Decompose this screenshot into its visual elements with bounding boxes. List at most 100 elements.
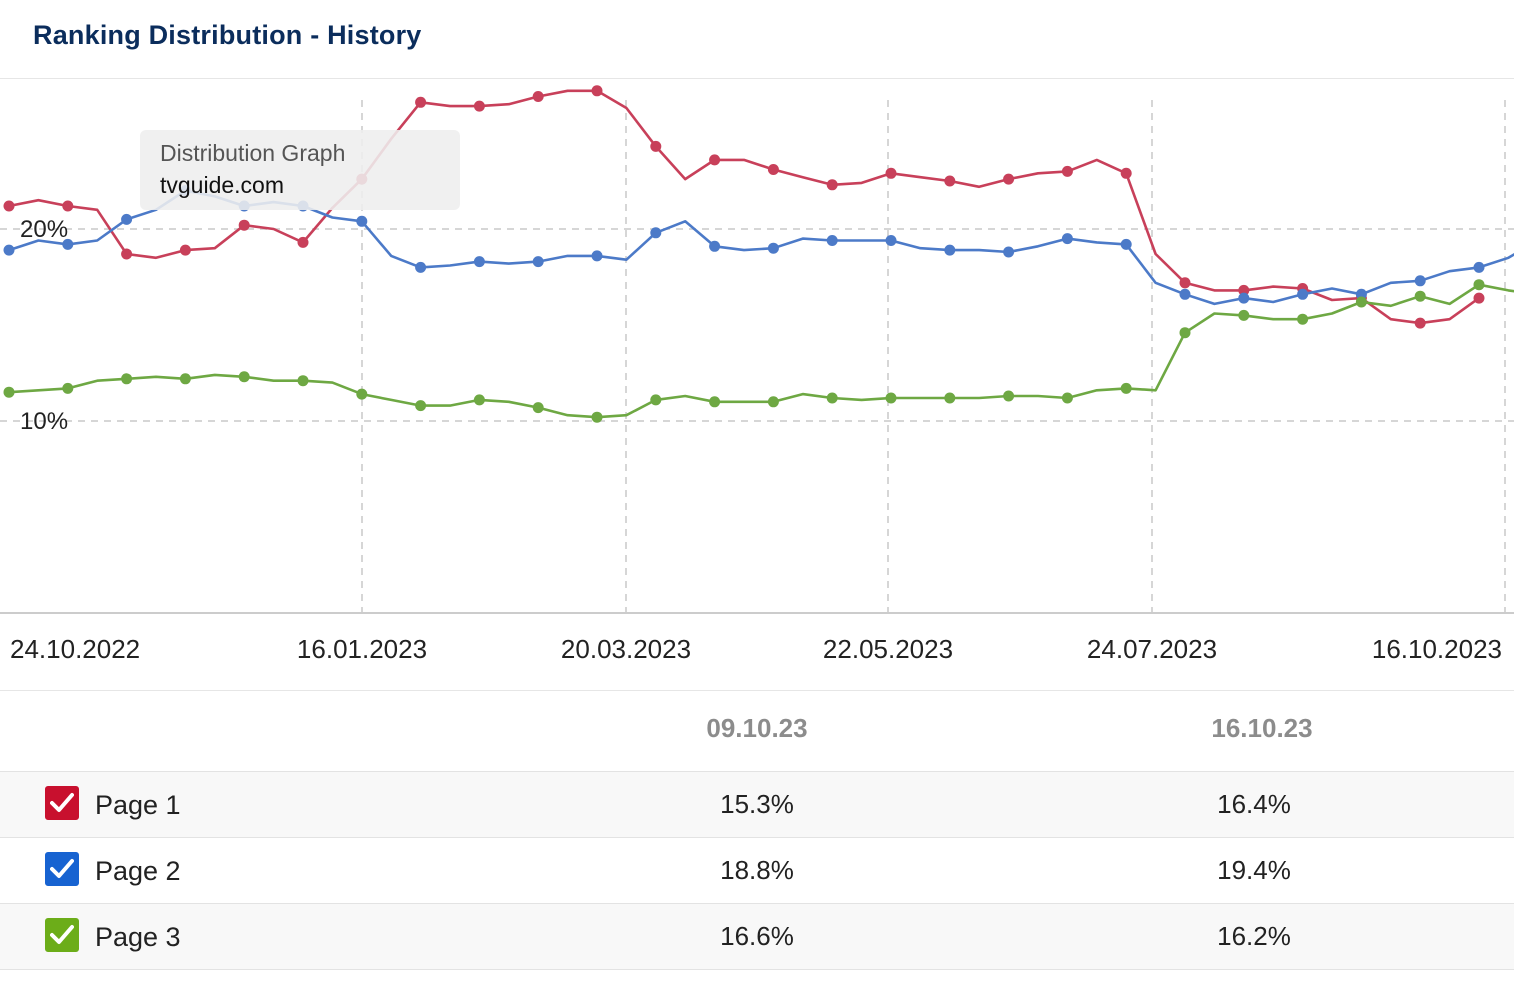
data-point[interactable] — [121, 373, 133, 385]
page-2-checkbox[interactable] — [45, 852, 79, 886]
data-point[interactable] — [1238, 292, 1250, 304]
data-point[interactable] — [1120, 167, 1132, 179]
data-point[interactable] — [1120, 238, 1132, 250]
row-label: Page 1 — [95, 790, 181, 820]
tooltip-domain: tvguide.com — [160, 172, 285, 198]
data-point[interactable] — [826, 235, 838, 246]
data-point[interactable] — [1003, 390, 1015, 402]
chart-grid — [0, 100, 1514, 613]
data-point[interactable] — [1414, 317, 1426, 329]
chart-tooltip: Distribution Graph tvguide.com — [140, 130, 460, 210]
page-1-checkbox[interactable] — [45, 786, 79, 820]
data-point[interactable] — [1061, 392, 1073, 404]
data-point[interactable] — [1355, 296, 1367, 308]
data-point[interactable] — [1473, 279, 1485, 291]
data-point[interactable] — [473, 100, 485, 112]
x-tick-label: 20.03.2023 — [561, 634, 691, 664]
data-point[interactable] — [415, 261, 427, 273]
data-point[interactable] — [1120, 382, 1132, 394]
data-point[interactable] — [179, 244, 191, 256]
check-icon — [50, 793, 74, 812]
data-point[interactable] — [356, 388, 368, 400]
data-point[interactable] — [944, 175, 956, 187]
chart-series — [3, 85, 1514, 423]
check-icon — [50, 859, 74, 878]
data-point[interactable] — [944, 392, 956, 404]
data-point[interactable] — [473, 256, 485, 268]
data-point[interactable] — [591, 411, 603, 423]
data-point[interactable] — [1473, 261, 1485, 273]
data-point[interactable] — [1238, 284, 1250, 296]
y-axis-labels: 10% 20% — [20, 216, 68, 435]
data-point[interactable] — [1179, 277, 1191, 289]
data-point[interactable] — [532, 402, 544, 414]
x-axis-labels: 24.10.2022 16.01.2023 20.03.2023 22.05.2023… — [10, 634, 1502, 664]
data-point[interactable] — [3, 200, 15, 212]
data-point[interactable] — [238, 371, 250, 383]
data-point[interactable] — [650, 227, 662, 239]
data-point[interactable] — [179, 373, 191, 385]
row-label: Page 3 — [95, 922, 181, 952]
data-point[interactable] — [1061, 233, 1073, 245]
data-point[interactable] — [1414, 275, 1426, 287]
data-point[interactable] — [1003, 246, 1015, 258]
data-point[interactable] — [591, 85, 603, 97]
data-point[interactable] — [62, 238, 74, 250]
data-point[interactable] — [532, 91, 544, 102]
check-icon — [50, 925, 74, 944]
data-point[interactable] — [767, 164, 779, 175]
data-point[interactable] — [767, 396, 779, 408]
row-value: 16.6% — [720, 921, 794, 951]
data-point[interactable] — [1297, 288, 1309, 300]
x-tick-label: 16.01.2023 — [297, 634, 427, 664]
data-point[interactable] — [650, 394, 662, 406]
data-point[interactable] — [885, 167, 897, 179]
data-point[interactable] — [1003, 173, 1015, 185]
data-point[interactable] — [591, 250, 603, 262]
table-row-page-2: Page 2 18.8% 19.4% — [0, 838, 1514, 904]
data-point[interactable] — [121, 213, 133, 225]
data-point[interactable] — [826, 179, 838, 191]
data-point[interactable] — [1473, 292, 1485, 304]
data-point[interactable] — [238, 219, 250, 231]
data-point[interactable] — [532, 256, 544, 268]
data-point[interactable] — [826, 392, 838, 404]
data-point[interactable] — [1179, 288, 1191, 300]
data-point[interactable] — [885, 392, 897, 404]
table-row-page-1: Page 1 15.3% 16.4% — [0, 772, 1514, 838]
data-point[interactable] — [121, 248, 133, 260]
data-point[interactable] — [1297, 313, 1309, 325]
table-header: 09.10.23 16.10.23 — [0, 690, 1514, 772]
data-point[interactable] — [1355, 288, 1367, 300]
data-point[interactable] — [709, 154, 721, 166]
data-point[interactable] — [356, 215, 368, 227]
data-point[interactable] — [297, 375, 309, 387]
column-header-date-1: 09.10.23 — [706, 713, 808, 743]
row-value: 16.2% — [1217, 921, 1291, 951]
page-3-checkbox[interactable] — [45, 918, 79, 952]
data-point[interactable] — [885, 235, 897, 246]
data-point[interactable] — [944, 244, 956, 256]
data-point[interactable] — [62, 200, 74, 212]
data-point[interactable] — [767, 242, 779, 254]
widget-title: Ranking Distribution - History — [33, 20, 422, 50]
data-point[interactable] — [3, 244, 15, 256]
data-point[interactable] — [1061, 165, 1073, 177]
x-tick-label: 16.10.2023 — [1372, 634, 1502, 664]
data-point[interactable] — [709, 240, 721, 252]
data-point[interactable] — [1238, 309, 1250, 321]
data-point[interactable] — [709, 396, 721, 408]
y-tick-label: 20% — [20, 216, 68, 243]
data-point[interactable] — [1414, 290, 1426, 302]
data-point[interactable] — [62, 382, 74, 394]
table-row-page-3: Page 3 16.6% 16.2% — [0, 904, 1514, 970]
data-point[interactable] — [1179, 327, 1191, 339]
tooltip-title: Distribution Graph — [160, 140, 346, 166]
data-point[interactable] — [650, 140, 662, 152]
data-point[interactable] — [415, 400, 427, 412]
data-point[interactable] — [415, 96, 427, 108]
x-tick-label: 22.05.2023 — [823, 634, 953, 664]
data-point[interactable] — [473, 394, 485, 406]
data-point[interactable] — [297, 236, 309, 248]
data-point[interactable] — [3, 386, 15, 398]
